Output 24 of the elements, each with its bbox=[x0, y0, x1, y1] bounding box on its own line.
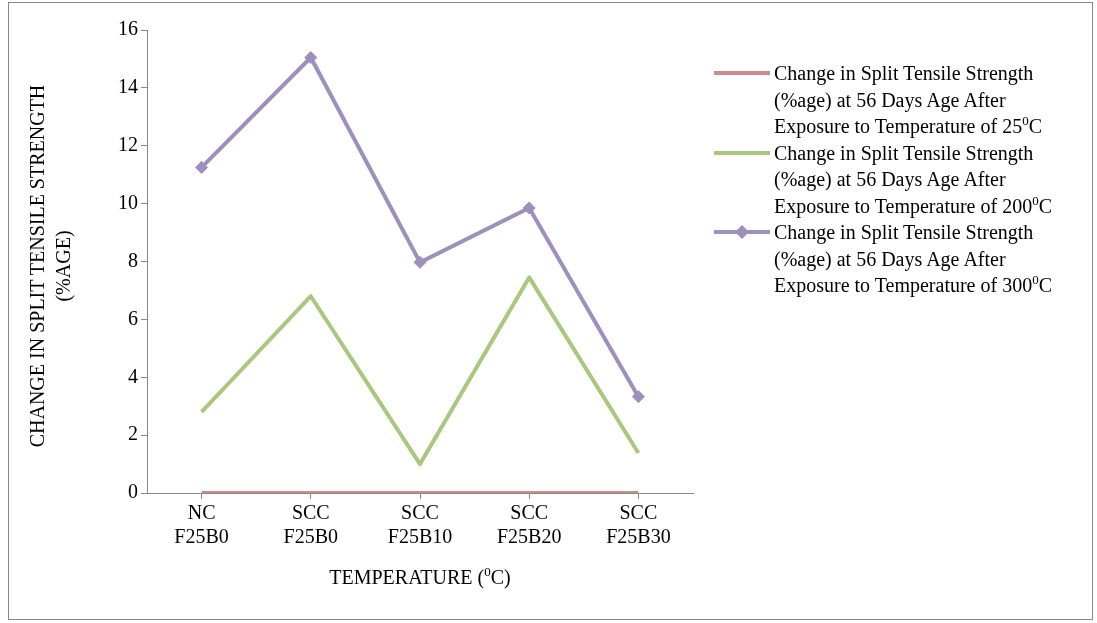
legend-label: Change in Split Tensile Strength (%age) at 56 Days Age After Exposure to Temperature of 200$^{0}$C bbox=[774, 140, 1053, 219]
legend-label: Change in Split Tensile Strength (%age) at 56 Days Age After Exposure to Temperature of 25$^{0}$C bbox=[774, 61, 1043, 140]
y-tick-label: 8 bbox=[128, 248, 138, 271]
y-tick-label: 16 bbox=[118, 17, 138, 40]
point bbox=[195, 160, 209, 174]
y-tick-label: 6 bbox=[128, 306, 138, 329]
x-tick-label: NC F25B0 bbox=[174, 501, 229, 548]
y-tick-label: 14 bbox=[118, 75, 138, 98]
y-tick-label: 2 bbox=[128, 422, 138, 445]
y-tick-label: 10 bbox=[118, 190, 138, 213]
y-tick-label: 12 bbox=[118, 133, 138, 155]
x-tick-label: SCC F25B30 bbox=[606, 501, 671, 548]
point bbox=[522, 201, 536, 215]
x-tick-label: SCC F25B10 bbox=[387, 501, 453, 548]
x-tick-label: SCC F25B20 bbox=[496, 501, 562, 548]
y-axis-title: CHANGE IN SPLIT TENSILE STRENGTH (%AGE) bbox=[25, 83, 76, 450]
point bbox=[413, 255, 427, 269]
point bbox=[631, 390, 645, 404]
y-tick-label: 4 bbox=[128, 364, 138, 387]
x-tick-label: SCC F25B0 bbox=[283, 501, 339, 548]
point bbox=[304, 50, 318, 64]
legend-label: Change in Split Tensile Strength (%age) at 56 Days Age After Exposure to Temperature of 300$^{0}$C bbox=[774, 220, 1053, 299]
y-tick-label: 0 bbox=[128, 480, 138, 503]
x-axis-title: TEMPERATURE ($^{0}$C) bbox=[328, 564, 512, 589]
